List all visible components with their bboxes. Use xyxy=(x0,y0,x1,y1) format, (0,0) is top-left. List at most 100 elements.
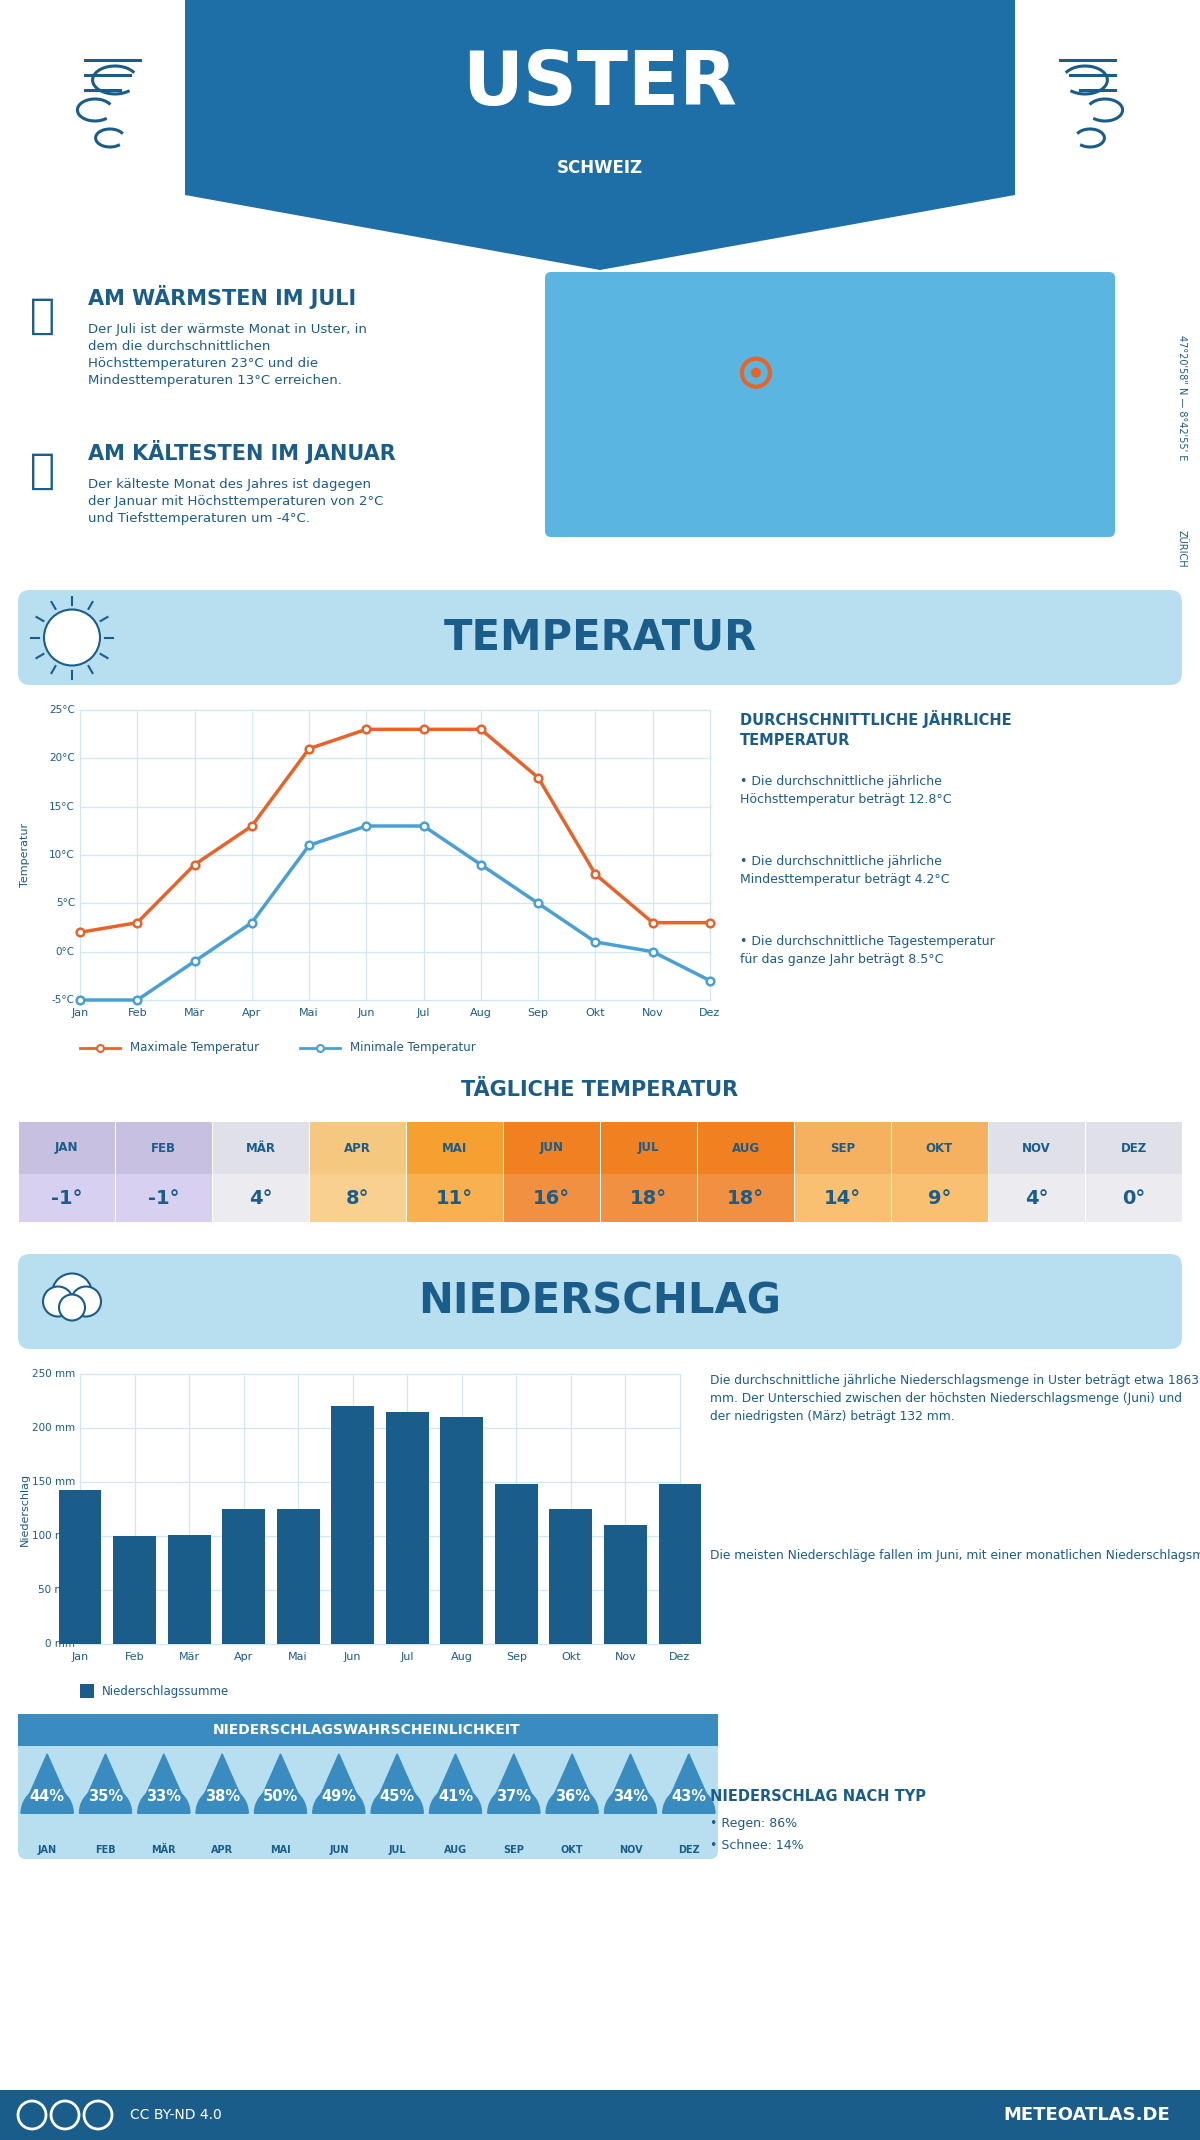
Bar xyxy=(212,1121,308,1175)
Text: CC BY-ND 4.0: CC BY-ND 4.0 xyxy=(130,2108,222,2123)
Text: AUG: AUG xyxy=(732,1141,760,1153)
Text: 🌡: 🌡 xyxy=(30,295,54,336)
Polygon shape xyxy=(313,1755,365,1813)
Bar xyxy=(18,1714,718,1746)
Bar xyxy=(794,1121,890,1175)
Polygon shape xyxy=(546,1755,598,1813)
Text: 44%: 44% xyxy=(30,1789,65,1804)
Polygon shape xyxy=(430,1755,481,1813)
Text: Jan: Jan xyxy=(71,1008,89,1019)
Text: 14°: 14° xyxy=(824,1188,862,1207)
Polygon shape xyxy=(371,1755,424,1813)
FancyBboxPatch shape xyxy=(18,591,1182,685)
Bar xyxy=(504,1121,600,1175)
Text: • Die durchschnittliche jährliche
Höchsttemperatur beträgt 12.8°C: • Die durchschnittliche jährliche Höchst… xyxy=(740,775,952,807)
Text: JAN: JAN xyxy=(37,1845,56,1855)
Text: APR: APR xyxy=(211,1845,233,1855)
Bar xyxy=(794,1175,890,1222)
Bar xyxy=(310,1175,406,1222)
Bar xyxy=(659,1485,702,1644)
Text: 0 mm: 0 mm xyxy=(46,1639,74,1650)
Bar xyxy=(18,1714,718,1746)
Text: Mai: Mai xyxy=(299,1008,319,1019)
Bar xyxy=(386,1412,428,1644)
Bar xyxy=(222,1509,265,1644)
Text: SEP: SEP xyxy=(503,1845,524,1855)
Text: 200 mm: 200 mm xyxy=(32,1423,74,1434)
Bar xyxy=(407,1121,503,1175)
Bar xyxy=(277,1509,319,1644)
Text: -1°: -1° xyxy=(50,1188,83,1207)
Text: 0°C: 0°C xyxy=(56,946,74,957)
Text: 43%: 43% xyxy=(671,1789,707,1804)
Text: -1°: -1° xyxy=(148,1188,179,1207)
Text: JUL: JUL xyxy=(389,1845,406,1855)
Bar xyxy=(892,1121,988,1175)
Polygon shape xyxy=(488,1755,540,1813)
Text: SCHWEIZ: SCHWEIZ xyxy=(557,158,643,178)
Text: 49%: 49% xyxy=(322,1789,356,1804)
Circle shape xyxy=(751,368,761,377)
Text: OKT: OKT xyxy=(560,1845,583,1855)
FancyBboxPatch shape xyxy=(18,1254,1182,1348)
Polygon shape xyxy=(22,1755,73,1813)
Text: • Die durchschnittliche jährliche
Mindesttemperatur beträgt 4.2°C: • Die durchschnittliche jährliche Mindes… xyxy=(740,856,949,886)
Polygon shape xyxy=(138,1755,190,1813)
Bar xyxy=(18,1175,114,1222)
Bar xyxy=(113,1537,156,1644)
FancyBboxPatch shape xyxy=(545,272,1115,537)
Text: 18°: 18° xyxy=(727,1188,764,1207)
Bar xyxy=(989,1175,1085,1222)
Polygon shape xyxy=(79,1755,132,1813)
Text: 36%: 36% xyxy=(554,1789,589,1804)
Text: • Regen: 86%: • Regen: 86% xyxy=(710,1817,797,1830)
Text: Der Juli ist der wärmste Monat in Uster, in
dem die durchschnittlichen
Höchsttem: Der Juli ist der wärmste Monat in Uster,… xyxy=(88,323,367,387)
Text: JAN: JAN xyxy=(55,1141,78,1153)
Text: DURCHSCHNITTLICHE JÄHRLICHE
TEMPERATUR: DURCHSCHNITTLICHE JÄHRLICHE TEMPERATUR xyxy=(740,710,1012,747)
Text: Aug: Aug xyxy=(470,1008,492,1019)
Bar xyxy=(59,1489,102,1644)
Text: AM KÄLTESTEN IM JANUAR: AM KÄLTESTEN IM JANUAR xyxy=(88,441,396,464)
Text: Sep: Sep xyxy=(528,1008,548,1019)
Text: Dez: Dez xyxy=(700,1008,721,1019)
Text: 38%: 38% xyxy=(205,1789,240,1804)
Text: 100 mm: 100 mm xyxy=(32,1530,74,1541)
Bar xyxy=(18,1121,114,1175)
Text: • Schnee: 14%: • Schnee: 14% xyxy=(710,1838,804,1851)
Bar xyxy=(494,1485,538,1644)
Text: Feb: Feb xyxy=(125,1652,144,1663)
Text: Sep: Sep xyxy=(506,1652,527,1663)
Text: Die meisten Niederschläge fallen im Juni, mit einer monatlichen Niederschlagsmen: Die meisten Niederschläge fallen im Juni… xyxy=(710,1549,1200,1562)
Text: Nov: Nov xyxy=(614,1652,636,1663)
Text: MAI: MAI xyxy=(270,1845,290,1855)
Text: JUL: JUL xyxy=(637,1141,659,1153)
Text: 4°: 4° xyxy=(1025,1188,1049,1207)
Bar xyxy=(115,1121,211,1175)
Text: NOV: NOV xyxy=(619,1845,642,1855)
Text: Jul: Jul xyxy=(401,1652,414,1663)
Text: 4°: 4° xyxy=(248,1188,272,1207)
Text: 9°: 9° xyxy=(928,1188,952,1207)
FancyBboxPatch shape xyxy=(18,1714,718,1725)
Text: 41%: 41% xyxy=(438,1789,473,1804)
Text: 5°C: 5°C xyxy=(55,899,74,907)
Text: Die durchschnittliche jährliche Niederschlagsmenge in Uster beträgt etwa 1863 mm: Die durchschnittliche jährliche Niedersc… xyxy=(710,1374,1199,1423)
Text: Niederschlag: Niederschlag xyxy=(20,1472,30,1545)
Text: ZÜRICH: ZÜRICH xyxy=(1177,531,1187,567)
Text: 🌡: 🌡 xyxy=(30,449,54,492)
Text: 250 mm: 250 mm xyxy=(31,1370,74,1378)
Text: NIEDERSCHLAG NACH TYP: NIEDERSCHLAG NACH TYP xyxy=(710,1789,926,1804)
Polygon shape xyxy=(196,1755,248,1813)
Text: Okt: Okt xyxy=(562,1652,581,1663)
Text: USTER: USTER xyxy=(462,49,738,122)
Text: Mär: Mär xyxy=(184,1008,205,1019)
Text: 33%: 33% xyxy=(146,1789,181,1804)
Text: FEB: FEB xyxy=(151,1141,176,1153)
Text: OKT: OKT xyxy=(926,1141,953,1153)
Text: APR: APR xyxy=(344,1141,371,1153)
Text: 47°20'58" N — 8°42'55' E: 47°20'58" N — 8°42'55' E xyxy=(1177,336,1187,460)
Text: Mär: Mär xyxy=(179,1652,199,1663)
Text: MÄR: MÄR xyxy=(246,1141,276,1153)
Polygon shape xyxy=(254,1755,306,1813)
Bar xyxy=(892,1175,988,1222)
